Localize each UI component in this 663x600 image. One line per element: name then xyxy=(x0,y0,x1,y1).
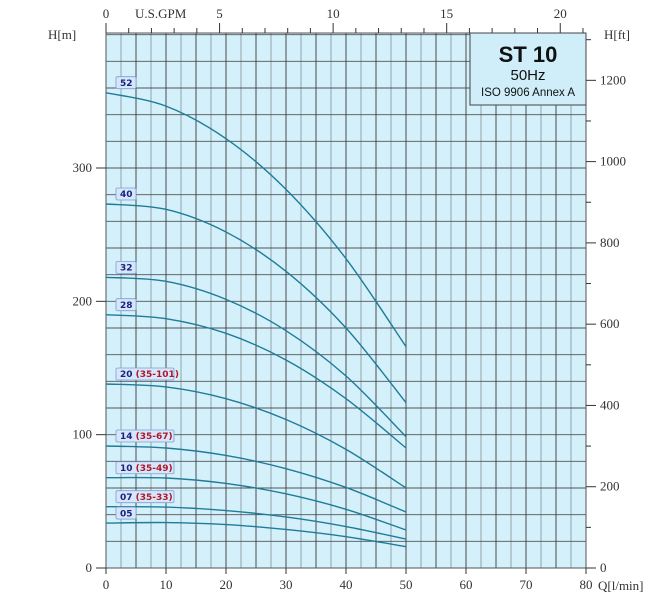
x-axis-label: Q[l/min] xyxy=(598,578,644,593)
curve-40 xyxy=(105,203,407,404)
stage-range: (35-33) xyxy=(133,493,173,503)
legend-standard: ISO 9906 Annex A xyxy=(481,87,575,99)
curve-label-text: 14 (35-67) xyxy=(120,432,173,442)
y-tick-label: 0 xyxy=(86,560,93,575)
curve-label-10: 10 (35-49) xyxy=(115,461,175,475)
curve-28 xyxy=(105,313,407,449)
x-tick-label: 70 xyxy=(520,577,533,592)
y2-tick-label: 0 xyxy=(600,560,607,575)
curve-labels: 52 40 32 28 20 (35-101) 14 (35-67) 10 (35-49) 0… xyxy=(115,76,179,520)
y2-tick-label: 1000 xyxy=(600,154,626,169)
curve-32 xyxy=(105,276,407,438)
curve-label-20: 20 (35-101) xyxy=(115,367,179,381)
legend-frequency: 50Hz xyxy=(510,67,545,84)
y-tick-label: 100 xyxy=(73,427,93,442)
x2-tick-label: 0 xyxy=(103,6,110,21)
curve-label-box xyxy=(115,76,137,90)
y2-axis-label: H[ft] xyxy=(604,27,630,42)
x2-tick-label: 5 xyxy=(216,6,223,21)
y-tick-label: 300 xyxy=(73,160,93,175)
y2-tick-label: 200 xyxy=(600,479,620,494)
curve-label-text: 05 xyxy=(120,509,133,519)
curve-52 xyxy=(105,91,407,348)
y-axis-label: H[m] xyxy=(48,27,76,42)
stage-range: (35-101) xyxy=(133,370,179,380)
curve-label-box xyxy=(115,187,137,201)
curve-label-box xyxy=(115,490,175,504)
curve-label-box xyxy=(115,429,175,443)
curve-label-28: 28 xyxy=(115,298,137,312)
legend-box: ST 10 50Hz ISO 9906 Annex A xyxy=(469,32,587,106)
x-tick-label: 30 xyxy=(280,577,293,592)
stage-range: (35-67) xyxy=(133,432,173,442)
x-tick-label: 20 xyxy=(220,577,233,592)
curve-14 xyxy=(105,445,407,513)
curve-label-text: 52 xyxy=(120,79,133,89)
curve-label-40: 40 xyxy=(115,187,137,201)
curve-05 xyxy=(105,521,407,548)
curve-label-text: 32 xyxy=(120,264,133,274)
legend-title: ST 10 xyxy=(499,42,558,67)
x-tick-label: 80 xyxy=(580,577,593,592)
curve-label-box xyxy=(115,367,175,381)
x2-tick-label: 20 xyxy=(554,6,567,21)
curve-label-text: 07 (35-33) xyxy=(120,493,173,503)
y2-tick-label: 600 xyxy=(600,316,620,331)
x-tick-label: 60 xyxy=(460,577,473,592)
x-tick-label: 50 xyxy=(400,577,413,592)
curve-label-text: 10 (35-49) xyxy=(120,464,173,474)
stage-range: (35-49) xyxy=(133,464,173,474)
y2-tick-label: 400 xyxy=(600,397,620,412)
x-tick-label: 0 xyxy=(103,577,110,592)
x2-tick-label: 15 xyxy=(440,6,453,21)
curve-label-07: 07 (35-33) xyxy=(115,490,175,504)
x2-axis-label: U.S.GPM xyxy=(135,6,187,21)
curve-label-05: 05 xyxy=(115,506,137,520)
y2-tick-label: 800 xyxy=(600,235,620,250)
curve-label-box xyxy=(115,298,137,312)
curve-label-box xyxy=(115,506,137,520)
curve-20 xyxy=(105,383,407,489)
curves xyxy=(105,91,407,548)
curve-label-text: 40 xyxy=(120,190,133,200)
curve-label-52: 52 xyxy=(115,76,137,90)
y-tick-label: 200 xyxy=(73,293,93,308)
curve-label-box xyxy=(115,461,175,475)
curve-label-text: 20 (35-101) xyxy=(120,370,179,380)
curve-07 xyxy=(105,505,407,540)
curve-label-text: 28 xyxy=(120,301,133,311)
x-tick-label: 10 xyxy=(160,577,173,592)
x-tick-label: 40 xyxy=(340,577,353,592)
y2-tick-label: 1200 xyxy=(600,72,626,87)
curve-label-32: 32 xyxy=(115,260,137,274)
curve-label-14: 14 (35-67) xyxy=(115,429,175,443)
curve-10 xyxy=(105,476,407,531)
x2-tick-label: 10 xyxy=(327,6,340,21)
axes: 0 10 20 30 40 50 60 70 8001002003000200400600800… xyxy=(73,6,627,592)
curve-label-box xyxy=(115,260,137,274)
